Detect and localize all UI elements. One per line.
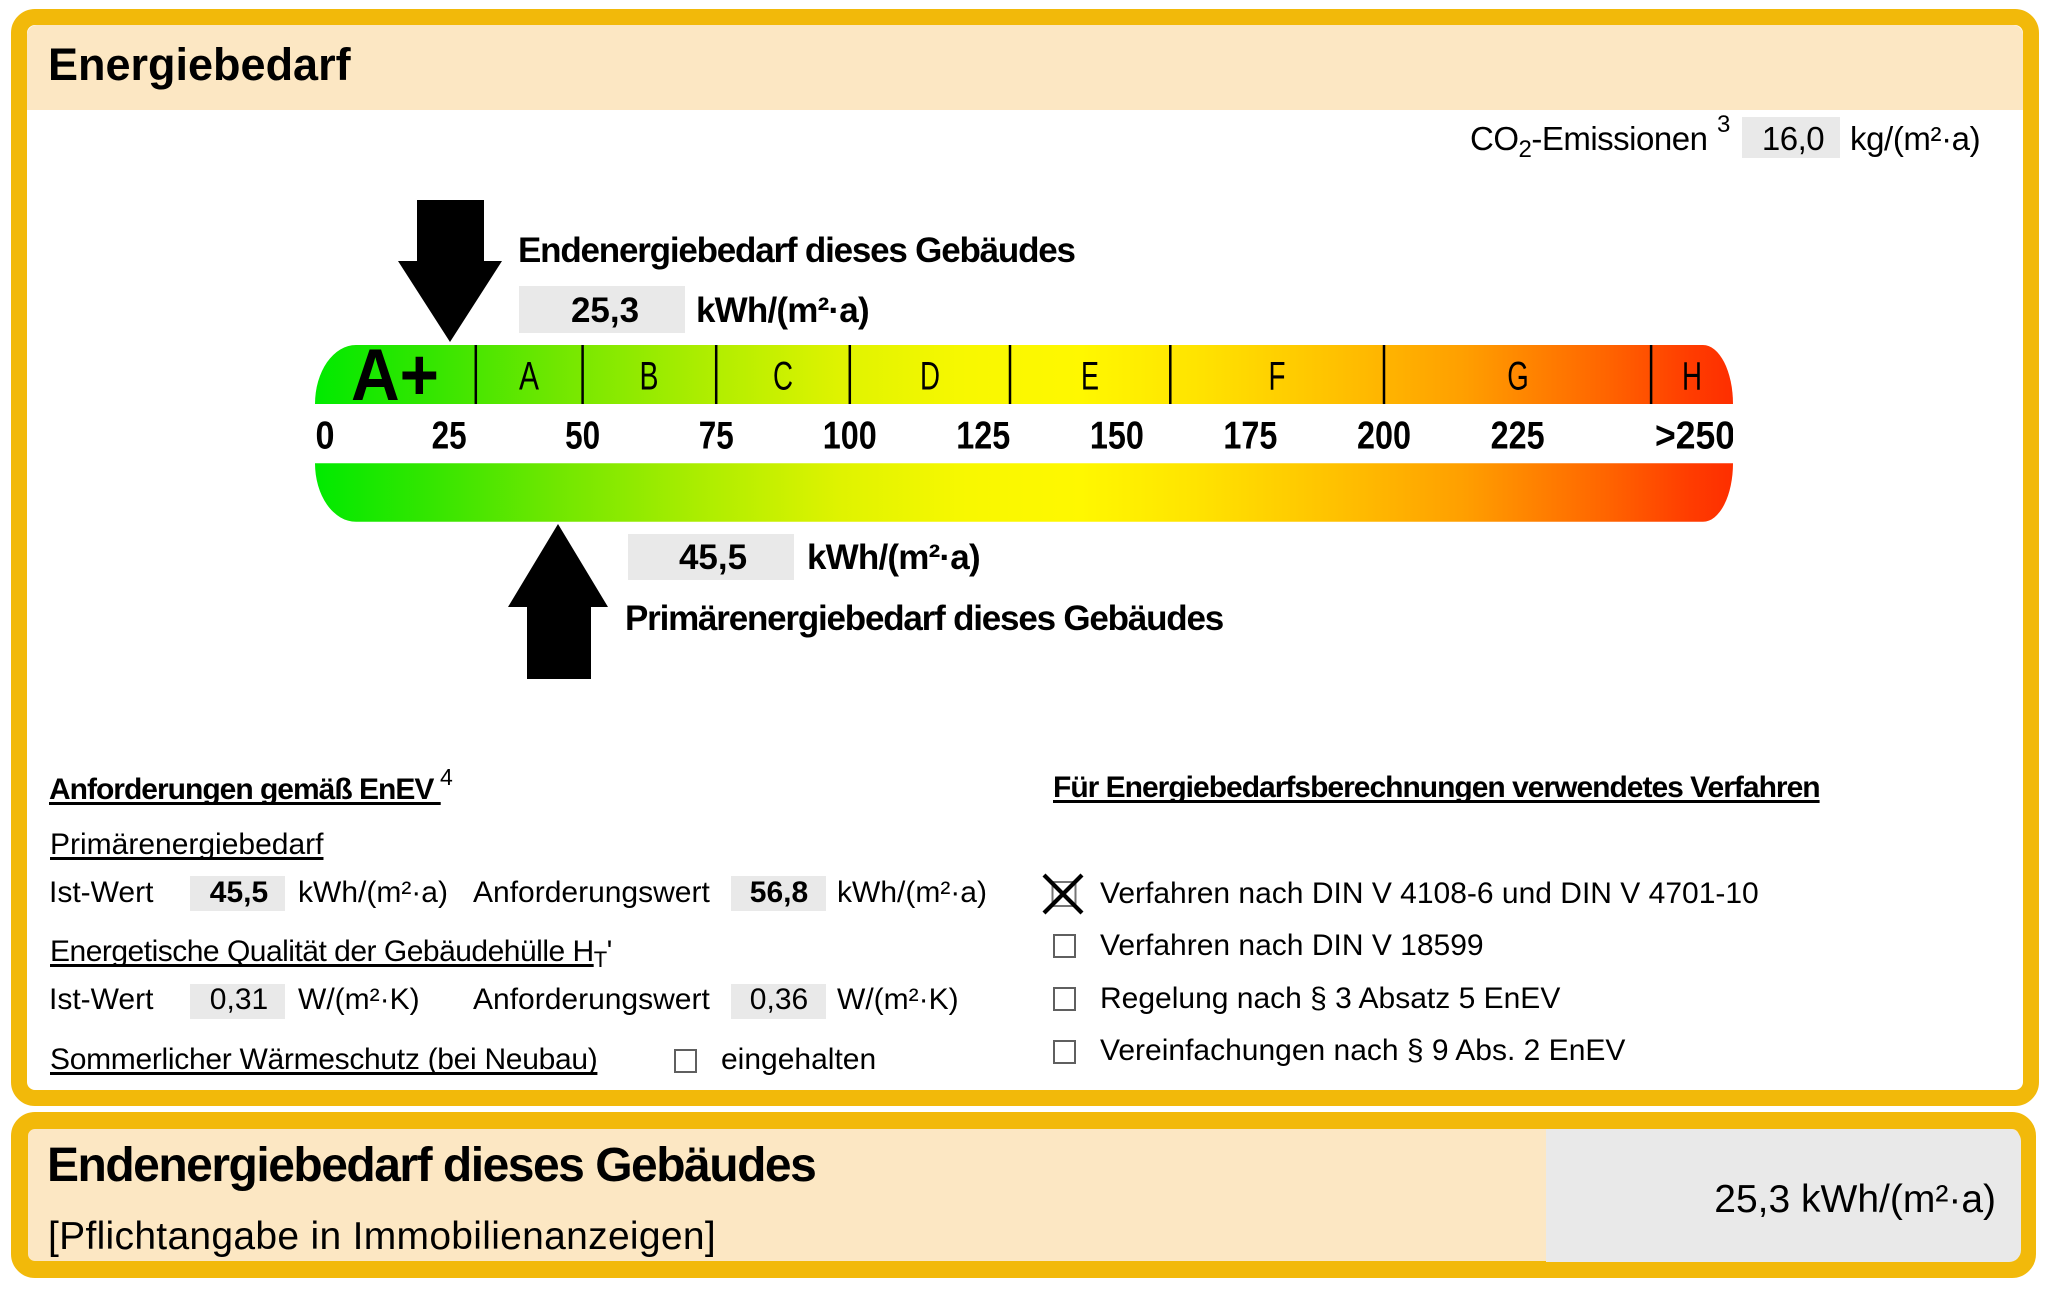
svg-text:G: G [1507, 354, 1529, 398]
svg-text:100: 100 [823, 414, 877, 457]
svg-text:F: F [1269, 354, 1286, 398]
svg-text:A+: A+ [351, 345, 439, 416]
svg-text:H: H [1682, 354, 1702, 398]
svg-text:125: 125 [956, 414, 1010, 457]
svg-text:A: A [519, 354, 539, 398]
svg-text:0: 0 [316, 414, 335, 457]
svg-text:25: 25 [432, 414, 467, 457]
svg-text:175: 175 [1223, 414, 1277, 457]
svg-text:C: C [773, 354, 793, 398]
svg-text:>250: >250 [1655, 414, 1733, 457]
svg-text:200: 200 [1357, 414, 1411, 457]
svg-text:50: 50 [565, 414, 600, 457]
svg-text:B: B [640, 354, 659, 398]
svg-text:225: 225 [1491, 414, 1545, 457]
svg-text:E: E [1081, 354, 1099, 398]
svg-text:150: 150 [1090, 414, 1144, 457]
svg-text:75: 75 [699, 414, 734, 457]
svg-text:D: D [920, 354, 940, 398]
